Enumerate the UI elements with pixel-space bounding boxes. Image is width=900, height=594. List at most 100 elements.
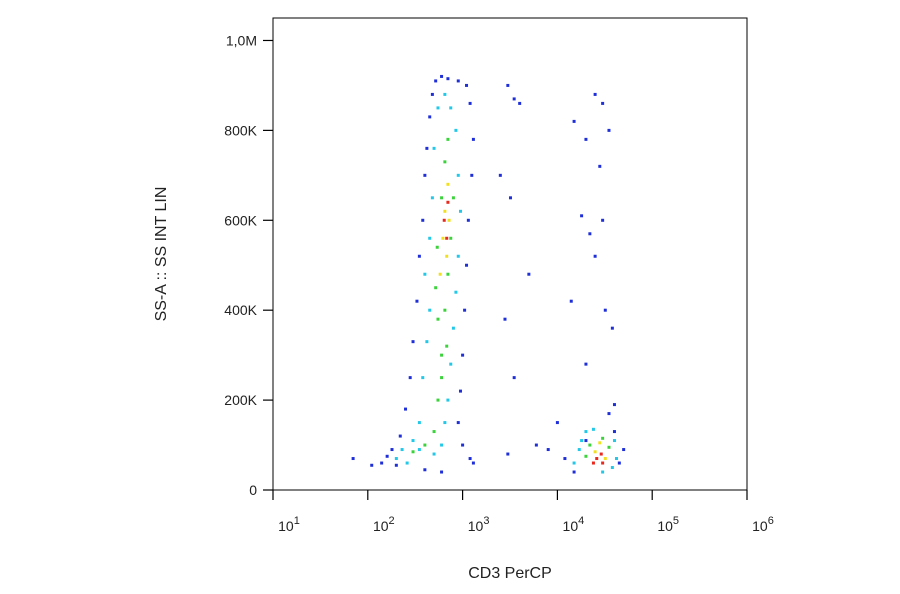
point [512, 376, 516, 380]
point [446, 77, 450, 81]
x-tick-base: 10 [468, 518, 484, 534]
point [436, 398, 440, 402]
point [440, 353, 444, 357]
point [622, 448, 626, 452]
point [411, 340, 415, 344]
point [463, 308, 467, 312]
point [456, 254, 460, 258]
point [563, 457, 567, 461]
point [441, 236, 445, 240]
point [400, 448, 404, 452]
x-tick-label: 101 [278, 515, 300, 534]
plot-frame [272, 17, 748, 491]
point [591, 461, 595, 465]
y-tick-label: 600K [224, 212, 257, 228]
point [449, 236, 453, 240]
point [461, 353, 465, 357]
point [436, 317, 440, 321]
point [411, 439, 415, 443]
point [598, 441, 602, 445]
point [612, 439, 616, 443]
point [601, 461, 605, 465]
point [471, 137, 475, 141]
x-tick-base: 10 [752, 518, 768, 534]
point [446, 272, 450, 276]
x-tick-exponent: 2 [389, 515, 395, 527]
y-tick-label: 800K [224, 122, 257, 138]
point [428, 115, 432, 119]
point [443, 308, 447, 312]
point [445, 236, 449, 240]
point [466, 218, 470, 222]
point [394, 457, 398, 461]
point [440, 74, 444, 78]
point [443, 421, 447, 425]
point [432, 452, 436, 456]
point [421, 376, 425, 380]
point [408, 376, 412, 380]
y-tick-label: 0 [249, 482, 257, 498]
point [534, 443, 538, 447]
point [527, 272, 531, 276]
point [607, 128, 611, 132]
point [580, 439, 584, 443]
point [588, 232, 592, 236]
point [593, 254, 597, 258]
point [451, 326, 455, 330]
point [471, 461, 475, 465]
point [394, 463, 398, 467]
point [612, 430, 616, 434]
point [423, 173, 427, 177]
point [584, 430, 588, 434]
point [607, 412, 611, 416]
point [430, 92, 434, 96]
point [425, 146, 429, 150]
point [506, 452, 510, 456]
point [610, 466, 614, 470]
point [569, 299, 573, 303]
y-tick-label: 200K [224, 392, 257, 408]
point [503, 317, 507, 321]
point [436, 106, 440, 110]
point [449, 362, 453, 366]
point [470, 173, 474, 177]
point [601, 101, 605, 105]
point [370, 463, 374, 467]
point [572, 461, 576, 465]
point [451, 196, 455, 200]
point [415, 299, 419, 303]
point [458, 209, 462, 213]
point [449, 106, 453, 110]
point [443, 92, 447, 96]
point [601, 436, 605, 440]
point [601, 470, 605, 474]
point [612, 403, 616, 407]
x-tick-exponent: 5 [673, 515, 679, 527]
point [584, 439, 588, 443]
point [603, 308, 607, 312]
point [443, 160, 447, 164]
point [591, 427, 595, 431]
point [440, 196, 444, 200]
point [351, 457, 355, 461]
point [440, 470, 444, 474]
point [506, 83, 510, 87]
point [428, 308, 432, 312]
point [425, 340, 429, 344]
x-tick-label: 103 [468, 515, 490, 534]
point [446, 200, 450, 204]
point [607, 445, 611, 449]
x-tick-exponent: 3 [483, 515, 489, 527]
point [390, 448, 394, 452]
x-axis-label: CD3 PerCP [468, 565, 552, 582]
point [445, 344, 449, 348]
point [380, 461, 384, 465]
point [584, 362, 588, 366]
point [446, 182, 450, 186]
point [468, 101, 472, 105]
point [438, 272, 442, 276]
point [580, 214, 584, 218]
point [595, 457, 599, 461]
x-tick-base: 10 [563, 518, 579, 534]
point [423, 443, 427, 447]
